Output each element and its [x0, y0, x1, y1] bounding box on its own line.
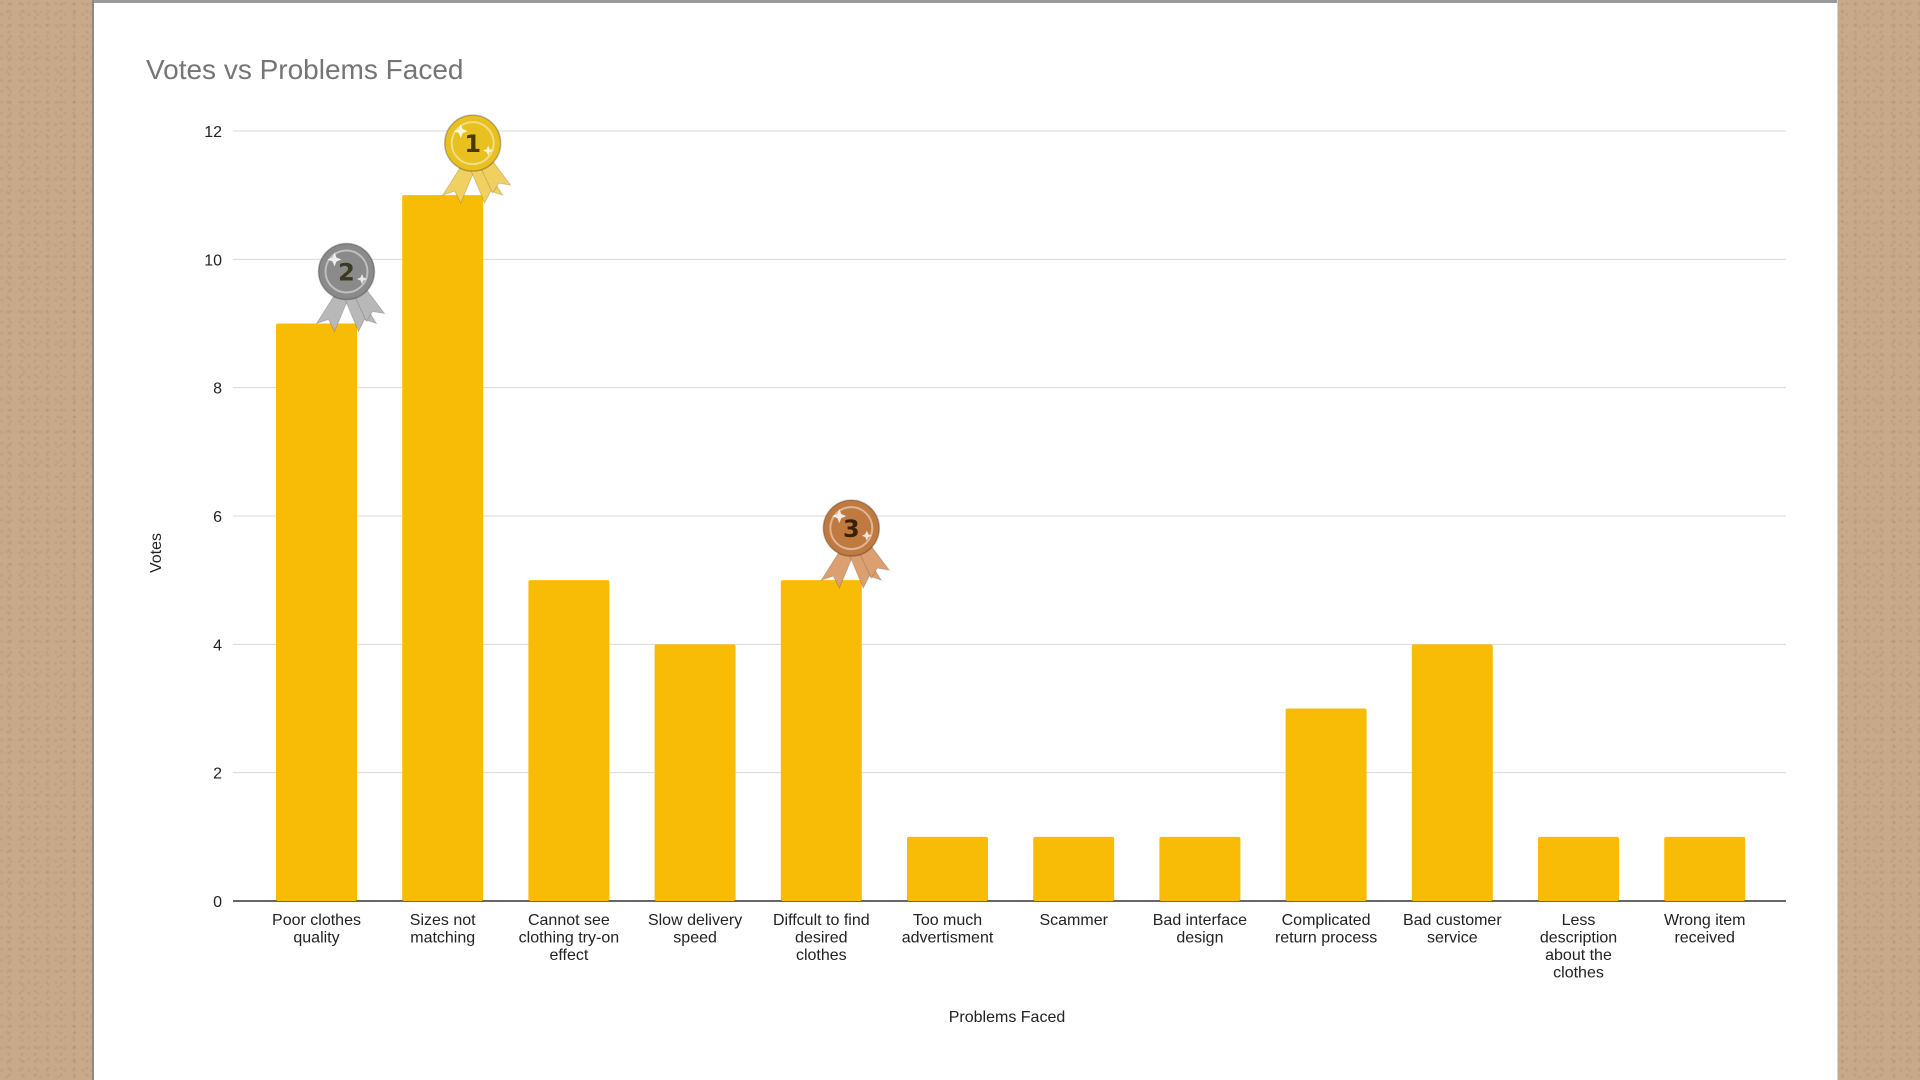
- x-category-label: Less description about the clothes: [1540, 912, 1617, 982]
- y-tick-label: 2: [213, 766, 222, 783]
- x-category-label: Poor clothes quality: [272, 912, 361, 947]
- bar: [1033, 836, 1115, 901]
- bar: [1411, 644, 1493, 901]
- bar: [907, 836, 988, 901]
- x-category-label: Sizes not matching: [410, 912, 476, 947]
- y-axis-title: Votes: [148, 533, 165, 573]
- bar: [528, 580, 610, 901]
- medal-rank-3-icon: 3: [820, 499, 891, 590]
- y-tick-label: 6: [213, 509, 222, 526]
- x-axis-category-labels: Poor clothes quality Sizes not matching Cann…: [272, 912, 1745, 982]
- card-top-border: [94, 0, 1837, 3]
- bar: [402, 195, 484, 901]
- bar: [1664, 836, 1746, 901]
- bar: [1285, 708, 1367, 901]
- x-axis-title: Problems Faced: [949, 1009, 1066, 1026]
- bar: [1538, 836, 1619, 901]
- medal-rank-label: 2: [338, 259, 355, 287]
- y-tick-label: 10: [204, 252, 222, 269]
- medals: 1 2 3: [315, 114, 891, 590]
- x-category-label: Wrong item received: [1664, 912, 1746, 947]
- y-tick-label: 12: [204, 124, 222, 141]
- x-category-label: Bad customer service: [1403, 912, 1502, 947]
- medal-rank-2-icon: 2: [315, 242, 386, 333]
- x-category-label: Slow delivery speed: [648, 912, 742, 947]
- y-tick-label: 4: [213, 637, 222, 654]
- x-category-label: Scammer: [1039, 912, 1108, 929]
- bar: [654, 644, 736, 901]
- medal-rank-1-icon: 1: [441, 114, 512, 205]
- medal-rank-label: 3: [843, 515, 860, 543]
- bar: [1159, 836, 1241, 901]
- bar: [276, 323, 357, 901]
- y-tick-label: 0: [213, 894, 222, 911]
- y-axis-ticks: 0 2 4 6 8 10 12: [204, 124, 222, 911]
- x-category-label: Complicated return process: [1275, 912, 1377, 947]
- bars: [276, 195, 1746, 901]
- bar: [780, 580, 862, 901]
- medal-rank-label: 1: [464, 130, 481, 158]
- x-category-label: Bad interface design: [1153, 912, 1247, 947]
- x-category-label: Cannot see clothing try-on effect: [519, 912, 620, 964]
- x-category-label: Too much advertisment: [902, 912, 994, 947]
- y-tick-label: 8: [213, 381, 222, 398]
- x-category-label: Diffcult to find desired clothes: [773, 912, 870, 964]
- chart-title: Votes vs Problems Faced: [146, 54, 463, 85]
